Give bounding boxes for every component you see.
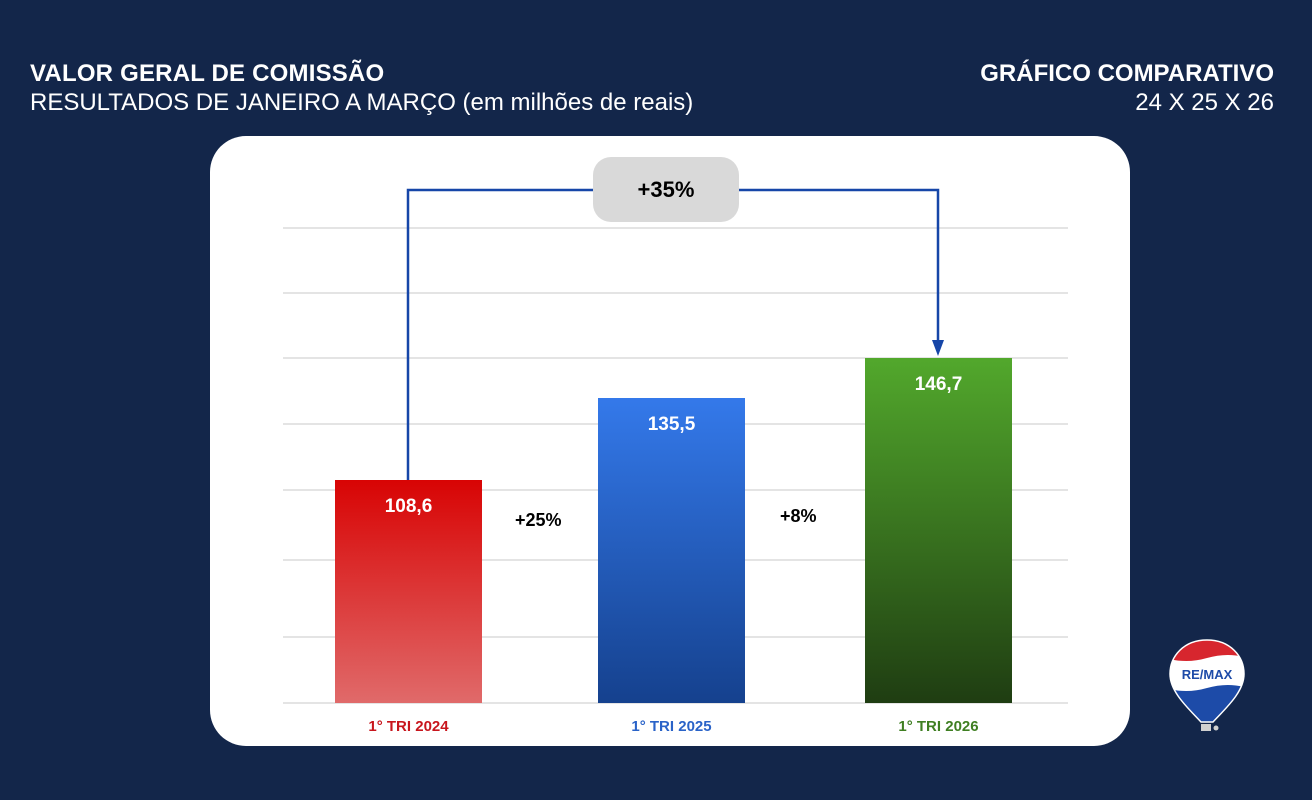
gridline <box>283 227 1068 229</box>
bar-value-label: 135,5 <box>647 414 696 435</box>
x-label-2026: 1° TRI 2026 <box>898 718 979 735</box>
page-subtitle: RESULTADOS DE JANEIRO A MARÇO (em milhõe… <box>30 89 694 116</box>
x-label-2024: 1° TRI 2024 <box>368 718 449 735</box>
total-growth-badge: +35% <box>593 157 739 222</box>
chart-years: 24 X 25 X 26 <box>1135 89 1274 116</box>
balloon-icon: RE/MAX <box>1169 639 1245 731</box>
gridline <box>283 357 1068 359</box>
gridline <box>283 292 1068 294</box>
x-label-2025: 1° TRI 2025 <box>631 718 712 735</box>
remax-logo: RE/MAX <box>1166 636 1248 741</box>
delta-2024-2025: +25% <box>515 510 562 530</box>
svg-text:RE/MAX: RE/MAX <box>1182 667 1233 682</box>
x-axis-baseline <box>283 702 1068 704</box>
header-left: VALOR GERAL DE COMISSÃO RESULTADOS DE JA… <box>30 60 693 118</box>
bar-value-label: 108,6 <box>384 496 433 517</box>
delta-2025-2026: +8% <box>780 506 817 526</box>
bar-value-label: 146,7 <box>914 374 963 395</box>
bar-2024: 108,6 <box>335 480 482 703</box>
bar-2026: 146,7 <box>865 358 1012 703</box>
page-title: VALOR GERAL DE COMISSÃO <box>30 60 385 87</box>
chart-type-title: GRÁFICO COMPARATIVO <box>980 60 1274 87</box>
header-right: GRÁFICO COMPARATIVO 24 X 25 X 26 <box>980 60 1274 118</box>
bar-2025: 135,5 <box>598 398 745 703</box>
